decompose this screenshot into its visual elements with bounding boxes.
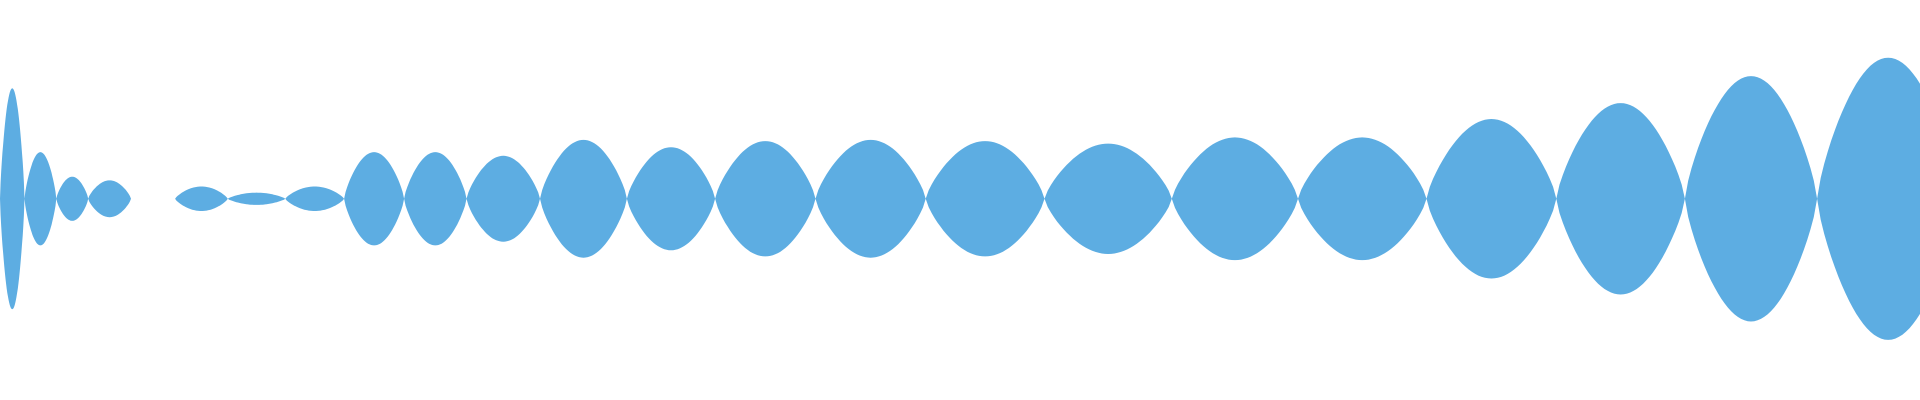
waveform xyxy=(0,57,1920,340)
